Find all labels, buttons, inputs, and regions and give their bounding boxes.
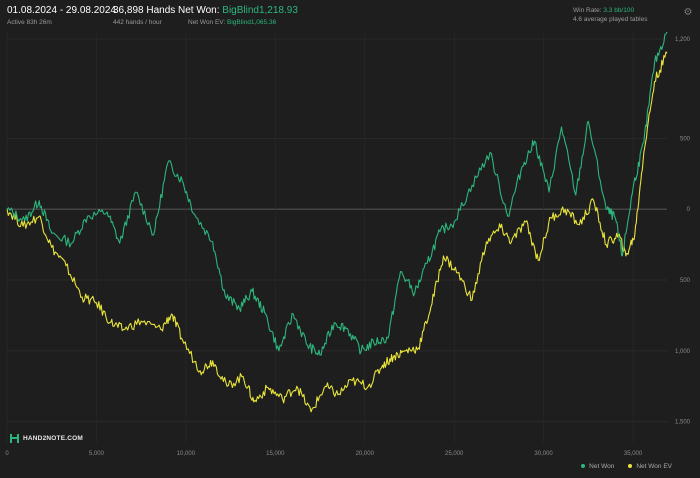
net-won-value: BigBlind1,218.93	[222, 5, 298, 16]
y-tick-label: 0	[687, 207, 691, 213]
active-time: Active 83h 26m	[7, 19, 52, 26]
win-rate: Win Rate: 3.3 bb/100	[573, 7, 647, 14]
net-won-block: Net Won: BigBlind1,218.93 Net Won EV: Bi…	[178, 5, 298, 26]
hands-count: 36,898 Hands	[113, 5, 176, 16]
x-tick-label: 15,000	[266, 451, 285, 457]
y-tick-label: 500	[680, 278, 691, 284]
stats-header: 01.08.2024 - 29.08.2024 Active 83h 26m 3…	[0, 0, 700, 32]
win-rate-block: Win Rate: 3.3 bb/100 4.6 average played …	[573, 5, 647, 23]
chart-grid	[6, 32, 667, 443]
series-line-net-won-ev	[6, 51, 668, 413]
logo-mark-icon	[10, 434, 19, 443]
avg-tables: 4.6 average played tables	[573, 16, 648, 23]
win-rate-value: 3.3 bb/100	[603, 7, 635, 14]
x-tick-label: 20,000	[356, 451, 375, 457]
y-axis-ticks: 1,200 500 0 500 1,000 1,500	[675, 37, 691, 426]
logo-text: HAND2NOTE.COM	[23, 435, 84, 442]
gear-icon[interactable]: ⚙	[683, 7, 693, 18]
x-tick-label: 25,000	[445, 451, 464, 457]
win-rate-label: Win Rate:	[573, 7, 602, 14]
net-won-ev-label: Net Won EV:	[188, 19, 226, 26]
chart-series	[6, 31, 668, 413]
x-tick-label: 30,000	[534, 451, 553, 457]
chart-legend: Net Won Net Won EV	[581, 463, 672, 470]
x-tick-label: 35,000	[624, 451, 643, 457]
net-won-label: Net Won:	[178, 5, 220, 16]
net-won-ev-value: BigBlind1,065.36	[227, 19, 277, 26]
series-line-net-won	[6, 31, 668, 356]
x-axis-ticks: 0 5,000 10,000 15,000 20,000 25,000 30,000 35,0…	[5, 451, 643, 457]
y-tick-label: 500	[680, 136, 691, 142]
x-tick-label: 10,000	[177, 451, 196, 457]
date-block: 01.08.2024 - 29.08.2024 Active 83h 26m	[7, 5, 116, 26]
date-range: 01.08.2024 - 29.08.2024	[7, 5, 116, 16]
hands-rate: 442 hands / hour	[113, 19, 162, 26]
y-tick-label: 1,000	[675, 349, 691, 355]
legend-label-net-won: Net Won	[589, 463, 615, 470]
net-won-ev: Net Won EV: BigBlind1,065.36	[188, 19, 298, 26]
net-won: Net Won: BigBlind1,218.93	[178, 5, 298, 16]
legend-item-net-won[interactable]: Net Won	[581, 463, 614, 470]
legend-label-net-won-ev: Net Won EV	[636, 463, 672, 470]
y-tick-label: 1,200	[675, 37, 691, 43]
x-tick-label: 5,000	[89, 451, 105, 457]
y-tick-label: 1,500	[675, 420, 691, 426]
x-tick-label: 0	[5, 451, 9, 457]
hand2note-logo: HAND2NOTE.COM	[10, 434, 83, 443]
legend-item-net-won-ev[interactable]: Net Won EV	[628, 463, 672, 470]
legend-dot-icon	[628, 464, 633, 469]
hands-block: 36,898 Hands 442 hands / hour	[113, 5, 175, 26]
legend-dot-icon	[581, 464, 586, 469]
